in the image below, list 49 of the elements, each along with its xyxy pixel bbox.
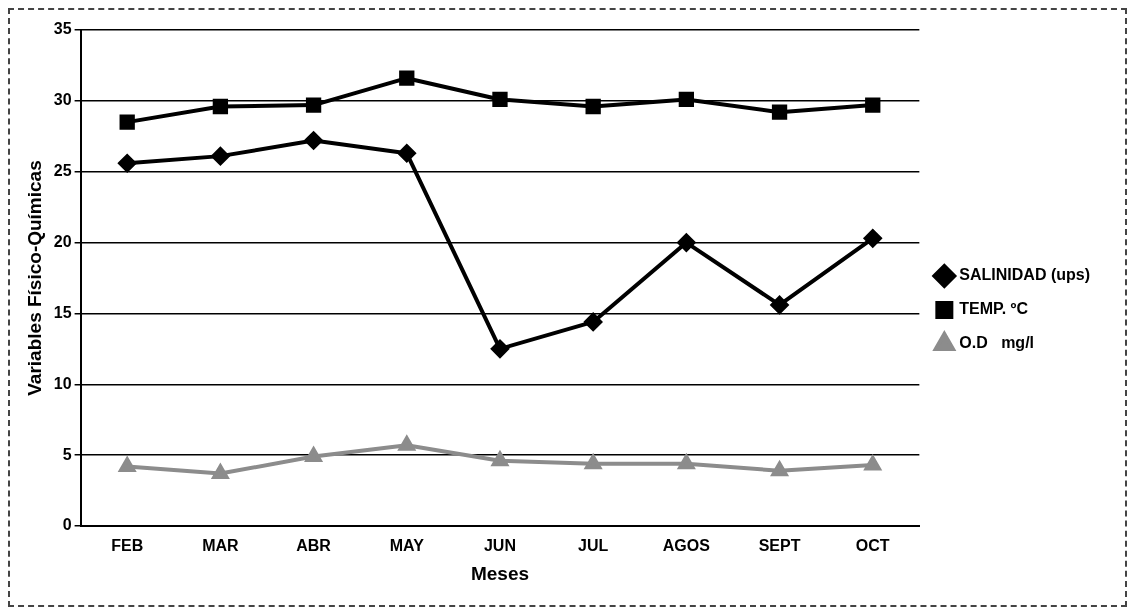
x-tick-label: AGOS (662, 537, 711, 555)
x-tick-label: OCT (855, 537, 890, 555)
point (491, 451, 509, 467)
y-tick-label: 20 (53, 232, 72, 250)
point (585, 98, 601, 115)
point (397, 144, 416, 163)
point (212, 98, 229, 115)
point (864, 456, 881, 471)
point (490, 339, 509, 358)
point (304, 445, 323, 463)
y-tick-label: 5 (62, 445, 72, 463)
x-tick-label: MAR (202, 537, 240, 555)
y-tick-label: 10 (53, 374, 72, 392)
point (771, 461, 788, 477)
point (492, 91, 508, 108)
x-tick-label: MAY (389, 537, 425, 555)
point (398, 436, 415, 451)
x-tick-label: JUN (483, 537, 516, 555)
point (118, 154, 137, 173)
x-axis-title: Meses (470, 562, 530, 584)
y-tick-label: 15 (53, 303, 72, 321)
x-tick-label: SEPT (758, 537, 801, 555)
y-tick-label: 0 (62, 516, 72, 534)
point (119, 457, 136, 472)
point (770, 295, 789, 314)
point (865, 97, 881, 113)
point (304, 131, 323, 150)
legend-label: TEMP. ºC (959, 300, 1029, 318)
point (305, 97, 322, 113)
point (677, 233, 696, 252)
y-tick-label: 30 (53, 91, 72, 109)
x-tick-label: FEB (111, 537, 144, 555)
legend-label: SALINIDAD (ups) (959, 266, 1090, 284)
point (399, 70, 415, 86)
x-tick-label: ABR (296, 537, 332, 555)
legend-label: O.D mg/l (959, 334, 1035, 352)
point (678, 454, 695, 470)
point (119, 114, 135, 130)
y-axis-title: Variables Físico-Químicas (23, 160, 45, 396)
x-tick-label: JUL (578, 537, 609, 555)
y-tick-label: 25 (53, 162, 72, 180)
point (585, 454, 602, 470)
y-tick-label: 35 (53, 20, 72, 38)
point (584, 312, 603, 331)
point (678, 91, 695, 108)
point (863, 229, 882, 248)
point (211, 147, 230, 166)
point (211, 462, 230, 480)
point (771, 104, 788, 120)
